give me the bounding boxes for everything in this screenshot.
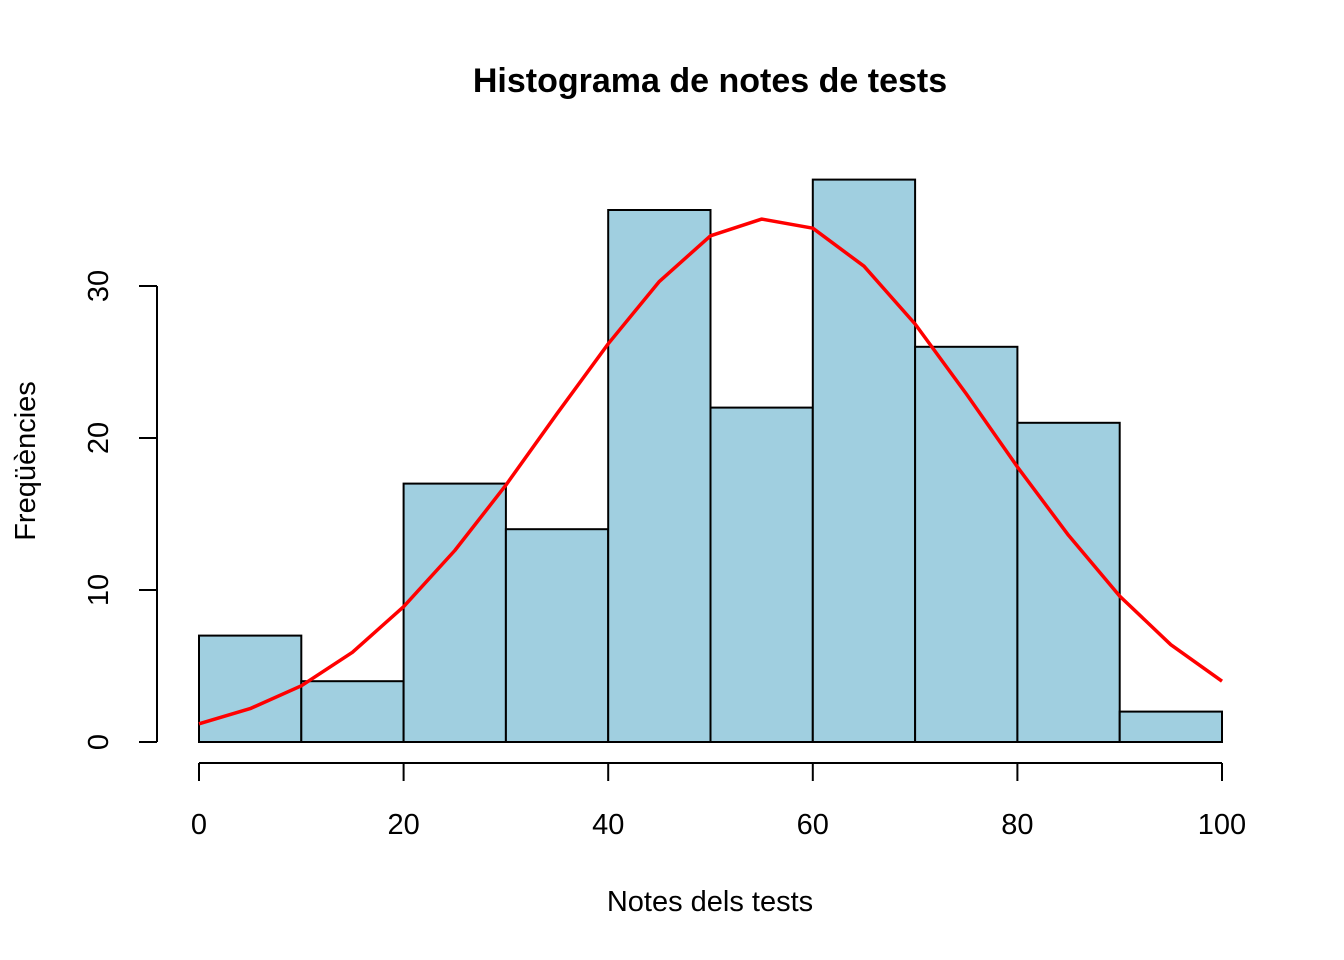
histogram-bar [914,345,1019,743]
histogram-bar [504,528,610,744]
x-tick-label: 80 [1001,809,1033,841]
y-tick-label: 20 [83,422,115,454]
y-tick-label: 30 [83,270,115,302]
histogram-bar [1016,421,1121,743]
x-tick-label: 100 [1198,809,1246,841]
y-axis-label: Freqüències [10,381,42,541]
y-axis: 0 10 20 30 [83,270,158,750]
histogram-bar [709,406,814,743]
bars-group [198,178,1223,744]
y-tick-label: 0 [83,734,115,750]
x-axis-label: Notes dels tests [607,886,813,918]
x-tick-label: 40 [592,809,624,841]
density-curve-group [198,217,1224,726]
histogram-bar [198,634,303,743]
histogram-bar [300,680,405,744]
x-tick-label: 60 [797,809,829,841]
chart-title: Histograma de notes de tests [473,62,947,100]
x-tick-label: 20 [387,809,419,841]
x-axis: 0 20 40 60 80 100 [191,762,1246,841]
histogram-bar [1118,710,1223,743]
histogram-bar [811,178,917,744]
x-tick-label: 0 [191,809,207,841]
histogram-bar [607,209,712,743]
y-tick-label: 10 [83,574,115,606]
density-curve-line [198,217,1224,726]
histogram-bar [402,482,507,743]
